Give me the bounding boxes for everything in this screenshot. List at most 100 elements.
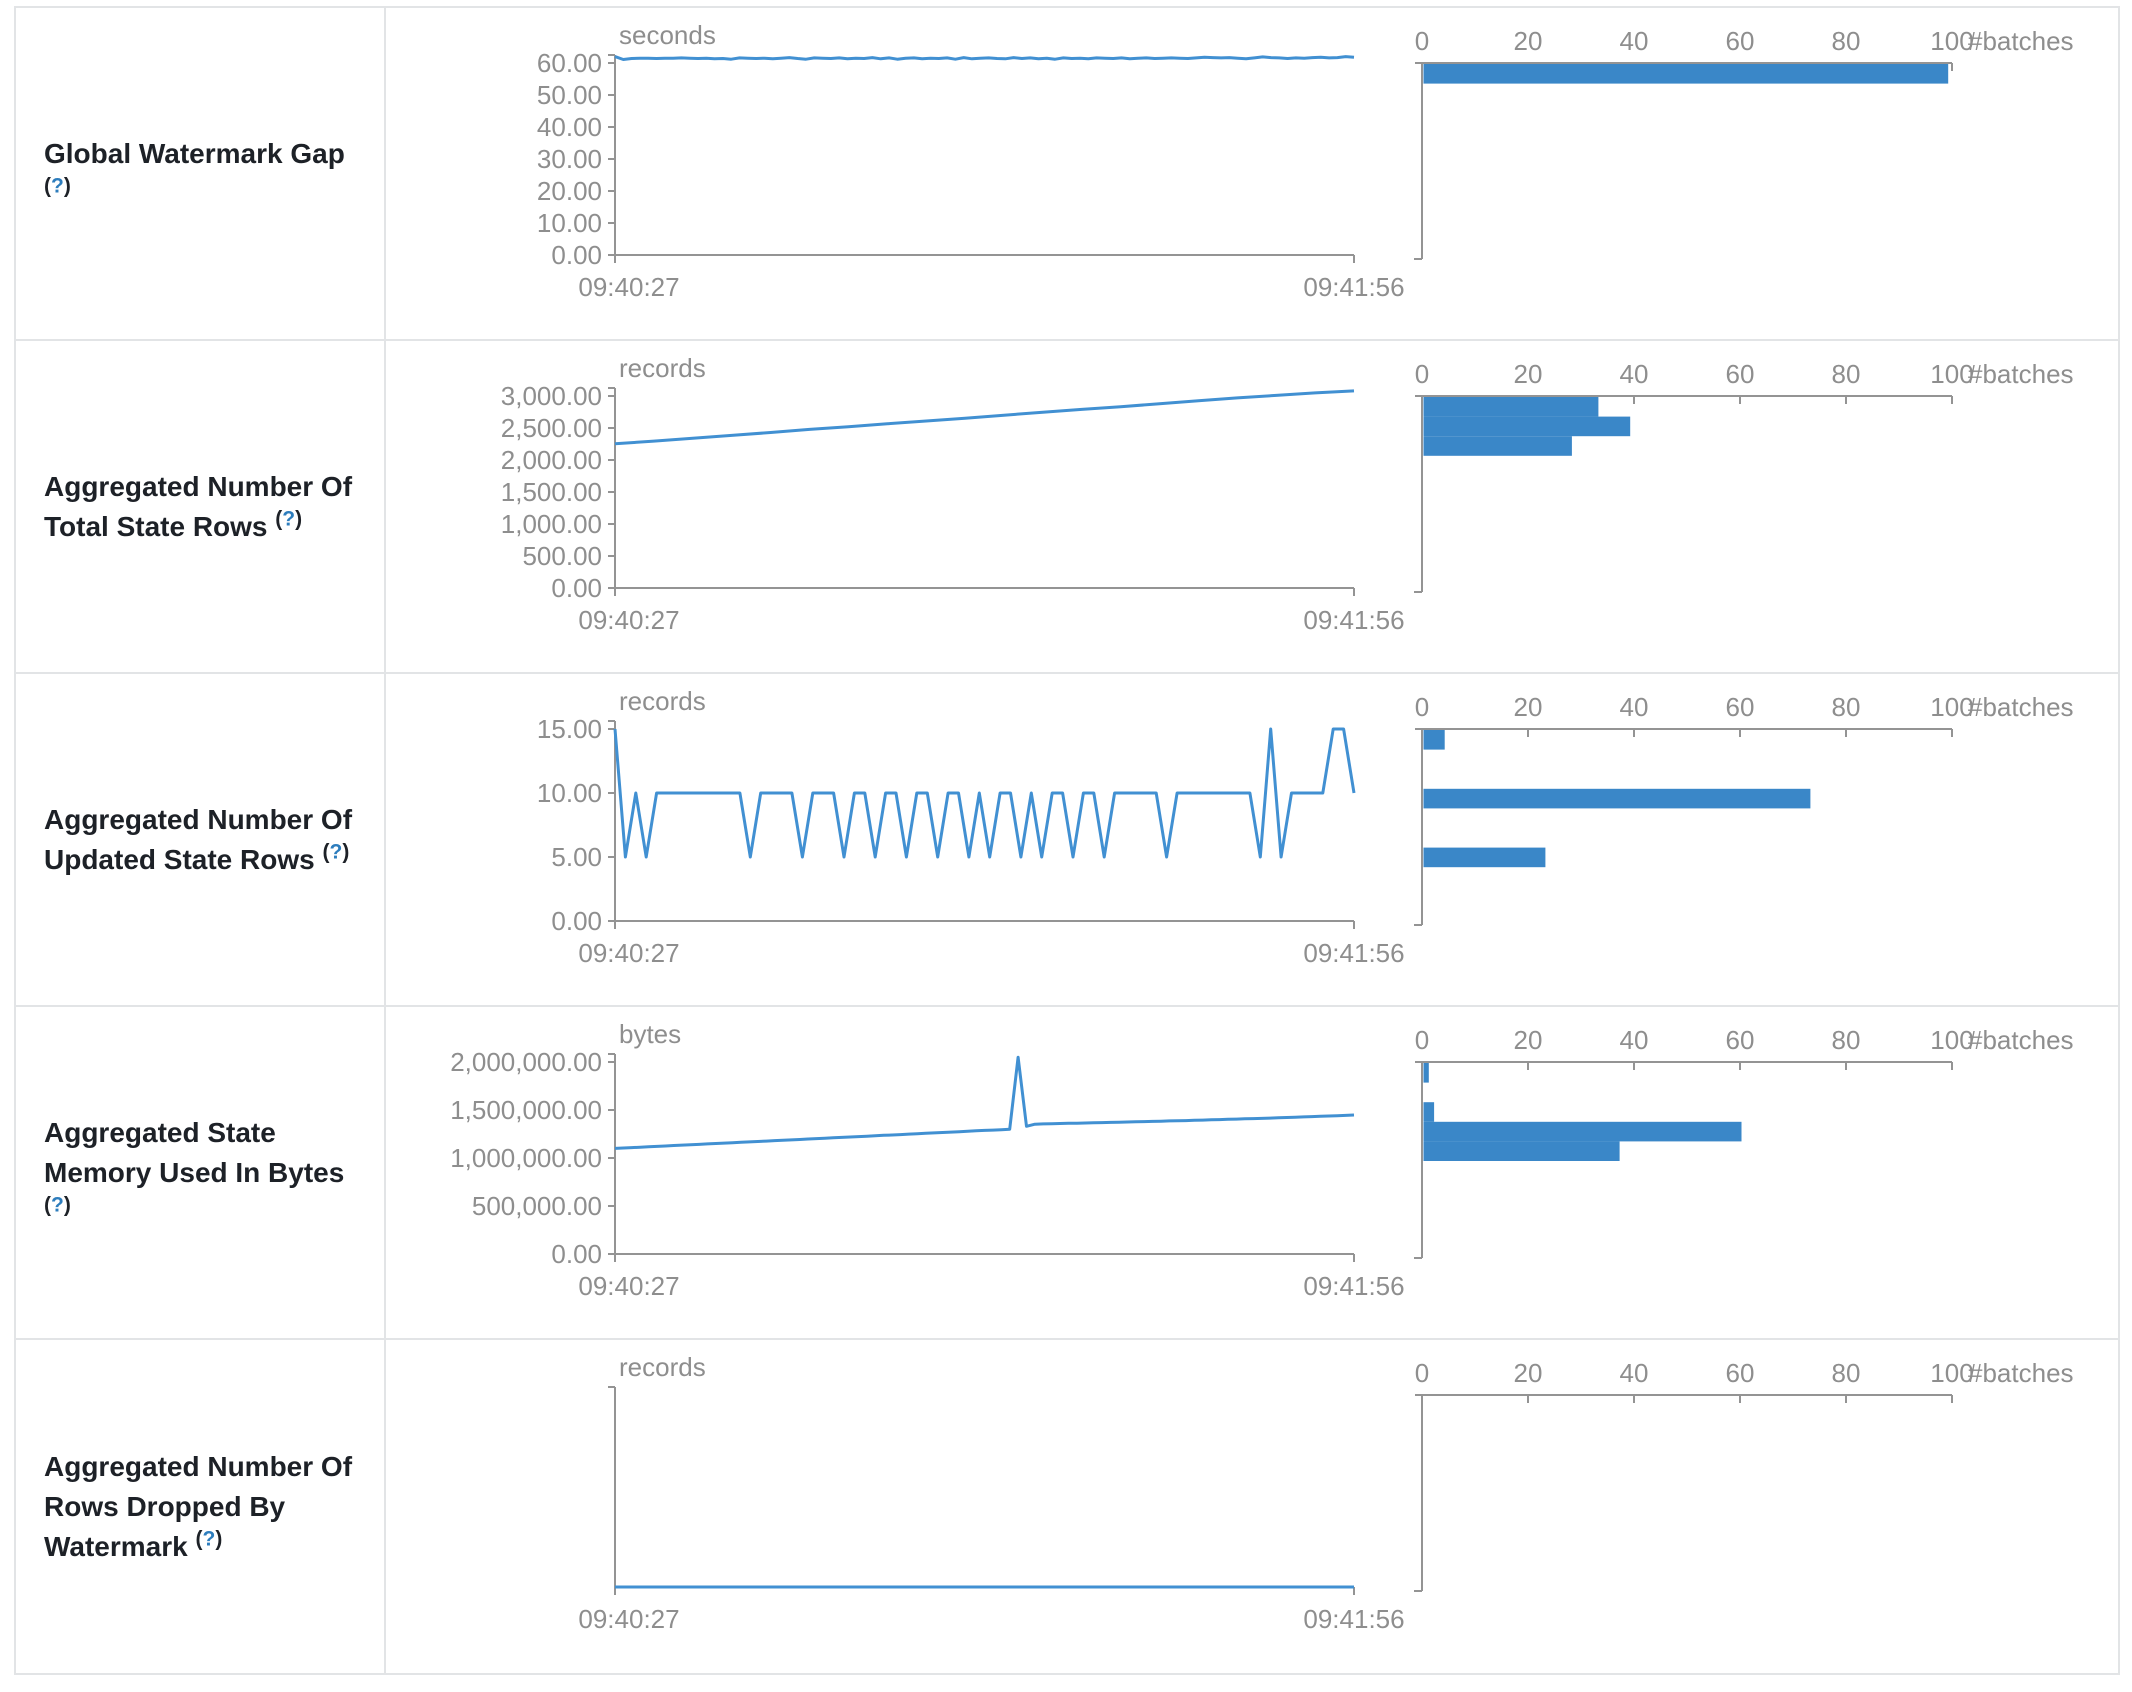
histogram-bar xyxy=(1423,1063,1429,1083)
timeline-line xyxy=(614,55,1355,61)
metric-title-text: Aggregated Number Of xyxy=(44,803,353,835)
global-watermark-gap-label: Global Watermark Gap (?) xyxy=(44,134,345,214)
histogram-axis-tick-label: 0 xyxy=(1415,1358,1429,1388)
help-link[interactable]: ? xyxy=(51,174,64,198)
histogram-axis-tick-label: 40 xyxy=(1620,359,1649,389)
y-axis-tick-label: 5.00 xyxy=(551,842,602,872)
help-link[interactable]: ? xyxy=(282,507,296,531)
metric-title-text: Memory Used In Bytes xyxy=(44,1156,345,1188)
histogram-bar xyxy=(1423,788,1811,809)
histogram-axis-tick-label: 0 xyxy=(1415,359,1429,389)
aggregated-total-state-rows-label: Aggregated Number Of Total State Rows (?) xyxy=(44,467,352,547)
help-tooltip-marker: (?) xyxy=(195,1527,222,1550)
charts-cell: records 09:40:27 09:41:56 0 20 40 60 80 100 #batc… xyxy=(386,1340,2118,1673)
histogram-bar xyxy=(1423,847,1546,868)
metric-row-aggregated-state-memory-used: Aggregated State Memory Used In Bytes (?) b… xyxy=(16,1007,2118,1340)
timeline-chart: records 3,000.002,500.002,000.001,500.001… xyxy=(501,353,1405,635)
y-axis-tick-label: 30.00 xyxy=(537,144,602,174)
label-line: Total State Rows (?) xyxy=(44,507,352,547)
metric-label-cell: Aggregated Number Of Total State Rows (?) xyxy=(16,341,386,672)
histogram-axis-tick-label: 80 xyxy=(1832,359,1861,389)
label-line: Aggregated Number Of xyxy=(44,467,352,507)
y-axis-tick-label: 1,000.00 xyxy=(501,509,602,539)
help-paren-open: ( xyxy=(44,174,51,198)
metric-row-aggregated-total-state-rows: Aggregated Number Of Total State Rows (?)… xyxy=(16,341,2118,674)
x-axis-end-time-label: 09:41:56 xyxy=(1303,938,1404,968)
y-axis-tick-label: 0.00 xyxy=(551,573,602,603)
metric-title-text: Aggregated Number Of xyxy=(44,470,353,502)
histogram-axis-tick-label: 40 xyxy=(1620,1358,1649,1388)
help-link[interactable]: ? xyxy=(202,1527,216,1551)
metric-label-cell: Aggregated State Memory Used In Bytes (?) xyxy=(16,1007,386,1338)
streaming-metrics-table: Global Watermark Gap (?) seconds 60.00 50.00… xyxy=(14,6,2120,1675)
x-axis-start-time-label: 09:40:27 xyxy=(578,605,679,635)
help-tooltip-marker: (?) xyxy=(44,174,71,197)
y-axis-tick-label: 40.00 xyxy=(537,112,602,142)
histogram-axis-tick-label: 0 xyxy=(1415,1025,1429,1055)
help-paren-open: ( xyxy=(322,840,330,864)
histogram-axis-unit-label: #batches xyxy=(1968,1358,2074,1388)
timeline-line xyxy=(613,727,1356,859)
metric-title-text: Total State Rows xyxy=(44,510,268,542)
metric-row-aggregated-rows-dropped-by-watermark: Aggregated Number Of Rows Dropped By Water… xyxy=(16,1340,2118,1673)
histogram-axis-tick-label: 60 xyxy=(1726,26,1755,56)
help-link[interactable]: ? xyxy=(329,840,343,864)
charts-canvas: records3,000.002,500.002,000.001,500.001… xyxy=(501,353,2074,635)
timeline-line xyxy=(614,1055,1355,1150)
histogram-chart: 0 20 40 60 80 100#batches xyxy=(1414,692,2074,926)
timeline-chart: seconds 60.0050.0040.0030.0020.0010.000.0… xyxy=(537,20,1405,302)
x-axis-start-time-label: 09:40:27 xyxy=(578,1271,679,1301)
x-axis-start-time-label: 09:40:27 xyxy=(578,272,679,302)
label-line: Global Watermark Gap xyxy=(44,134,345,174)
metric-title-text: Aggregated Number Of xyxy=(44,1450,353,1482)
x-axis-end-time-label: 09:41:56 xyxy=(1303,1604,1404,1634)
y-axis-unit-label: records xyxy=(619,353,706,383)
metric-title-text: Watermark xyxy=(44,1530,188,1562)
histogram-axis-tick-label: 100 xyxy=(1930,692,1973,722)
charts-cell: bytes 2,000,000.00 1,500,000.00 1,000,000.0… xyxy=(386,1007,2118,1338)
metric-row-global-watermark-gap: Global Watermark Gap (?) seconds 60.00 50.00… xyxy=(16,8,2118,341)
histogram-bar xyxy=(1423,64,1949,84)
histogram-axis-tick-label: 0 xyxy=(1415,692,1429,722)
metric-title-text: Rows Dropped By xyxy=(44,1490,286,1522)
help-tooltip-marker: (?) xyxy=(322,840,349,863)
histogram-bar xyxy=(1423,1121,1742,1142)
label-line: Aggregated Number Of xyxy=(44,800,352,840)
histogram-axis-tick-label: 60 xyxy=(1726,359,1755,389)
y-axis-tick-label: 20.00 xyxy=(537,176,602,206)
histogram-axis-tick-label: 100 xyxy=(1930,1358,1973,1388)
y-axis-tick-label: 0.00 xyxy=(551,1239,602,1269)
help-link[interactable]: ? xyxy=(51,1193,64,1217)
histogram-axis-tick-label: 80 xyxy=(1832,1358,1861,1388)
y-axis-unit-label: seconds xyxy=(619,20,716,50)
help-paren-close: ) xyxy=(342,840,350,864)
charts-cell: records 3,000.00 2,500.00 2,000.00 1,500.00 1… xyxy=(386,341,2118,672)
histogram-axis-tick-label: 100 xyxy=(1930,359,1973,389)
metric-label-cell: Global Watermark Gap (?) xyxy=(16,8,386,339)
histogram-chart: 0 20 40 60 80 100#batches xyxy=(1414,1025,2074,1259)
histogram-chart: 0 20 40 60 80 100#batches xyxy=(1414,26,2074,260)
help-tooltip-marker: (?) xyxy=(44,1193,71,1216)
help-paren-close: ) xyxy=(63,174,71,198)
charts-canvas: records 09:40:27 09:41:56 0 20 40 60 80 100#batc… xyxy=(578,1352,2074,1634)
charts-canvas: seconds 60.0050.0040.0030.0020.0010.000.0… xyxy=(537,20,2074,302)
help-tooltip-marker: (?) xyxy=(275,507,302,530)
histogram-axis-unit-label: #batches xyxy=(1968,26,2074,56)
histogram-axis-tick-label: 100 xyxy=(1930,1025,1973,1055)
histogram-axis-tick-label: 20 xyxy=(1514,1025,1543,1055)
metric-title-text: Global Watermark Gap xyxy=(44,137,345,169)
label-line: (?) xyxy=(44,174,345,214)
y-axis-tick-label: 50.00 xyxy=(537,80,602,110)
charts-cell: records 15.00 10.00 5.00 0.00 09:40:27 09:41:5… xyxy=(386,674,2118,1005)
histogram-axis-tick-label: 80 xyxy=(1832,1025,1861,1055)
histogram-axis-tick-label: 40 xyxy=(1620,1025,1649,1055)
histogram-axis-tick-label: 20 xyxy=(1514,692,1543,722)
histogram-bar xyxy=(1423,436,1572,456)
label-line: Updated State Rows (?) xyxy=(44,840,352,880)
y-axis-tick-label: 500.00 xyxy=(522,541,602,571)
y-axis-tick-label: 0.00 xyxy=(551,906,602,936)
metric-label-cell: Aggregated Number Of Rows Dropped By Water… xyxy=(16,1340,386,1673)
histogram-bar xyxy=(1423,397,1599,417)
